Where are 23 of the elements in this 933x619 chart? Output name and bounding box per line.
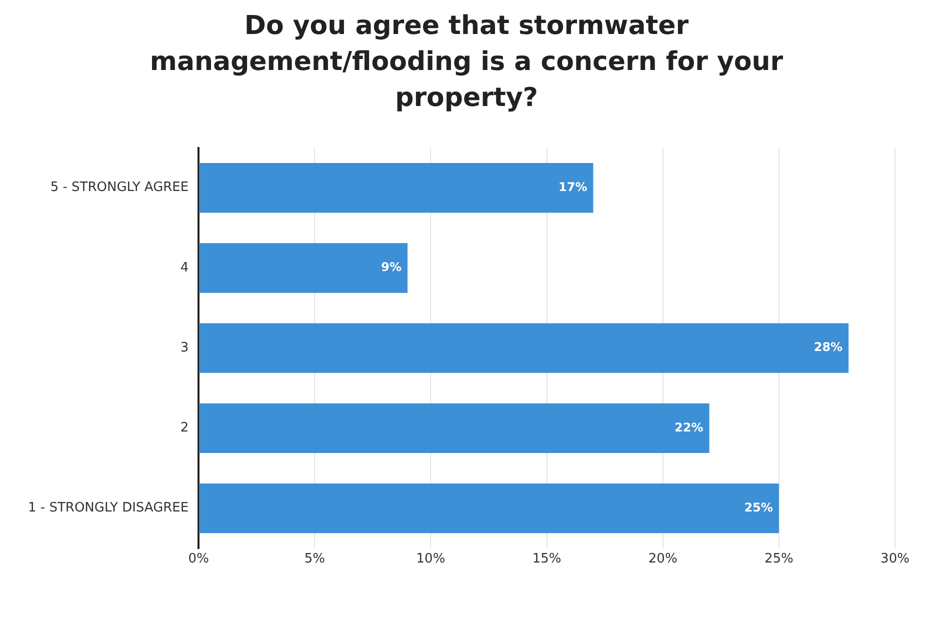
data-label: 17% bbox=[558, 180, 588, 194]
x-tick-label: 30% bbox=[880, 552, 910, 567]
x-tick-label: 10% bbox=[416, 552, 446, 567]
x-tick-label: 0% bbox=[188, 552, 209, 567]
y-tick-label: 5 - STRONGLY AGREE bbox=[50, 180, 189, 196]
x-tick-label: 20% bbox=[648, 552, 678, 567]
y-tick-label: 2 bbox=[180, 420, 189, 436]
x-tick-label: 25% bbox=[764, 552, 794, 567]
data-label: 25% bbox=[744, 500, 773, 514]
y-tick-label: 4 bbox=[180, 260, 189, 276]
bar bbox=[199, 403, 710, 454]
data-label: 9% bbox=[381, 260, 402, 274]
bar bbox=[199, 484, 779, 534]
bar bbox=[199, 163, 594, 213]
x-tick-label: 5% bbox=[304, 552, 325, 567]
y-tick-label: 1 - STRONGLY DISAGREE bbox=[28, 500, 189, 516]
chart-title: Do you agree that stormwater management/flooding is a concern for your property? bbox=[148, 10, 784, 115]
bar bbox=[199, 323, 849, 373]
data-label: 28% bbox=[814, 340, 843, 354]
x-tick-label: 15% bbox=[532, 552, 562, 567]
bar bbox=[199, 243, 408, 293]
y-tick-label: 3 bbox=[180, 340, 189, 356]
data-label: 22% bbox=[674, 420, 704, 434]
